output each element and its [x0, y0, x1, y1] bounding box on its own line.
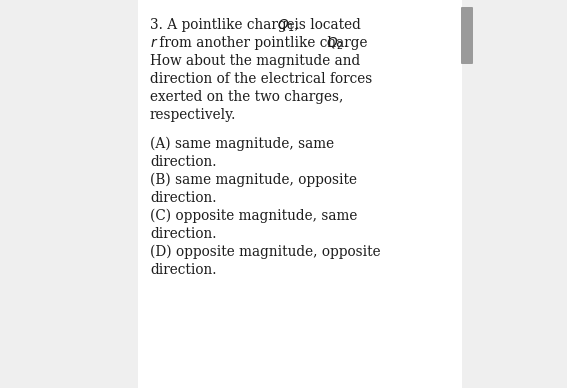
Text: respectively.: respectively.	[150, 108, 236, 122]
Bar	[138, 0, 462, 388]
Text: $\mathbf{\mathit{r}}$: $\mathbf{\mathit{r}}$	[150, 36, 158, 50]
Text: is located: is located	[290, 18, 361, 32]
Text: $Q_2$.: $Q_2$.	[326, 36, 348, 52]
Text: direction.: direction.	[150, 155, 217, 169]
Text: direction.: direction.	[150, 191, 217, 205]
Text: 3. A pointlike charge,: 3. A pointlike charge,	[150, 18, 303, 32]
Text: direction.: direction.	[150, 263, 217, 277]
Text: (C) opposite magnitude, same: (C) opposite magnitude, same	[150, 209, 357, 223]
Text: (B) same magnitude, opposite: (B) same magnitude, opposite	[150, 173, 357, 187]
Text: from another pointlike charge: from another pointlike charge	[155, 36, 372, 50]
Text: (A) same magnitude, same: (A) same magnitude, same	[150, 137, 334, 151]
Text: $Q_1$: $Q_1$	[277, 18, 295, 35]
Text: How about the magnitude and: How about the magnitude and	[150, 54, 360, 68]
Text: (D) opposite magnitude, opposite: (D) opposite magnitude, opposite	[150, 245, 380, 259]
Text: direction of the electrical forces: direction of the electrical forces	[150, 72, 373, 86]
Text: exerted on the two charges,: exerted on the two charges,	[150, 90, 344, 104]
Text: direction.: direction.	[150, 227, 217, 241]
FancyBboxPatch shape	[461, 7, 473, 64]
